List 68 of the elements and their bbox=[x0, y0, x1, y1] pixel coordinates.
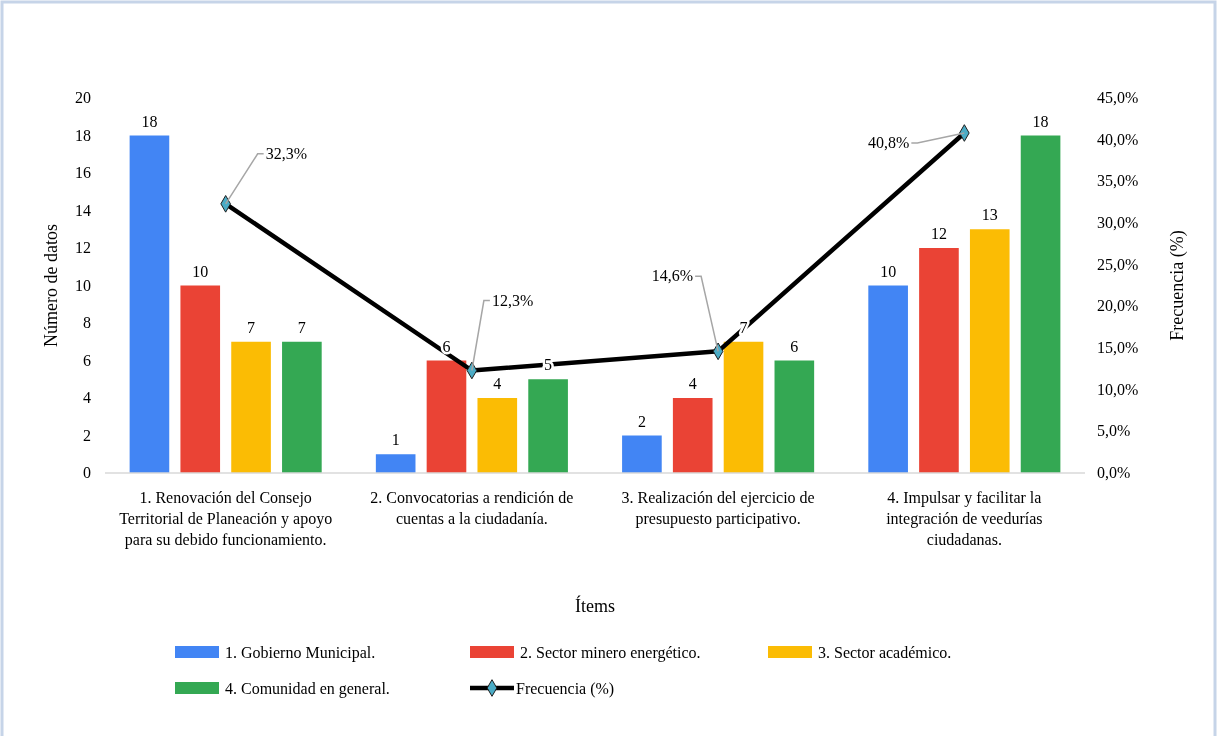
legend-label: 3. Sector académico. bbox=[818, 644, 952, 661]
data-label: 5 bbox=[544, 356, 553, 374]
y2-tick-label: 40,0% bbox=[1097, 130, 1139, 148]
data-label: 13 bbox=[981, 206, 998, 224]
bar bbox=[375, 454, 416, 473]
y2-tick-label: 15,0% bbox=[1097, 339, 1139, 356]
data-label: 18 bbox=[141, 112, 158, 130]
y2-tick-label: 5,0% bbox=[1097, 422, 1131, 440]
data-label: 10 bbox=[880, 262, 897, 280]
bar bbox=[231, 341, 271, 473]
data-label: 7 bbox=[247, 318, 256, 336]
y2-tick-label: 0,0% bbox=[1097, 464, 1131, 481]
bar bbox=[774, 360, 815, 473]
bar bbox=[282, 341, 322, 473]
data-label: 2 bbox=[637, 412, 646, 430]
y2-tick-label: 45,0% bbox=[1097, 89, 1139, 106]
bar bbox=[969, 229, 1010, 473]
bar bbox=[723, 341, 764, 473]
y-tick-label: 10 bbox=[75, 276, 91, 294]
data-label: 4 bbox=[688, 375, 697, 392]
bar bbox=[868, 285, 908, 473]
data-label: 40,8% bbox=[868, 134, 910, 151]
data-label: 4 bbox=[493, 375, 502, 392]
y2-tick-label: 20,0% bbox=[1097, 297, 1139, 315]
x-tick-label: 2. Convocatorias a rendición de cuentas a la ciudadanía. bbox=[370, 489, 574, 527]
bar bbox=[672, 398, 713, 473]
data-label: 10 bbox=[192, 262, 209, 280]
data-label: 12,3% bbox=[491, 291, 534, 309]
data-label: 12 bbox=[930, 225, 947, 242]
y-tick-label: 6 bbox=[83, 351, 91, 369]
y-tick-label: 2 bbox=[83, 426, 91, 444]
y-tick-label: 18 bbox=[75, 126, 91, 144]
legend-label: 1. Gobierno Municipal. bbox=[225, 644, 376, 662]
data-label: 1 bbox=[391, 431, 400, 449]
y2-tick-label: 35,0% bbox=[1097, 172, 1139, 190]
x-tick-label: 3. Realización del ejercicio de presupuesto participativo. bbox=[621, 489, 815, 528]
y-tick-label: 12 bbox=[75, 239, 91, 256]
data-label: 14,6% bbox=[651, 267, 694, 285]
legend-label: Frecuencia (%) bbox=[516, 680, 615, 698]
legend-label: 4. Comunidad en general. bbox=[225, 680, 390, 698]
y2-tick-label: 30,0% bbox=[1097, 214, 1139, 231]
y2-tick-label: 25,0% bbox=[1097, 255, 1139, 273]
bar bbox=[477, 398, 518, 473]
y2-axis-title: Frecuencia (%) bbox=[1167, 230, 1188, 341]
bar bbox=[1020, 135, 1061, 473]
bar bbox=[180, 285, 221, 473]
y-tick-label: 14 bbox=[75, 201, 91, 219]
bar bbox=[622, 435, 662, 473]
x-axis-title: Ítems bbox=[575, 595, 615, 616]
bar bbox=[129, 135, 170, 473]
bar bbox=[919, 248, 959, 473]
y-axis-title: Número de datos bbox=[41, 224, 61, 347]
y-tick-label: 0 bbox=[83, 464, 91, 481]
data-label: 6 bbox=[790, 337, 799, 355]
x-tick-label: 4. Impulsar y facilitar la integración de veedurías ciudadanas. bbox=[886, 489, 1043, 548]
data-label: 6 bbox=[442, 337, 451, 355]
bar bbox=[426, 360, 467, 473]
x-tick-label: 1. Renovación del Consejo Territorial de Planeación y apoyo para su debido funcionamiento. bbox=[119, 489, 333, 549]
data-label: 18 bbox=[1032, 112, 1049, 130]
y2-tick-label: 10,0% bbox=[1097, 380, 1139, 398]
data-label: 7 bbox=[297, 318, 306, 336]
y-tick-label: 16 bbox=[75, 164, 91, 181]
data-label: 32,3% bbox=[265, 144, 307, 162]
y-tick-label: 4 bbox=[83, 389, 91, 406]
bar bbox=[528, 379, 568, 473]
y-tick-label: 20 bbox=[75, 89, 91, 106]
y-tick-label: 8 bbox=[83, 314, 91, 331]
legend-label: 2. Sector minero energético. bbox=[520, 644, 701, 662]
